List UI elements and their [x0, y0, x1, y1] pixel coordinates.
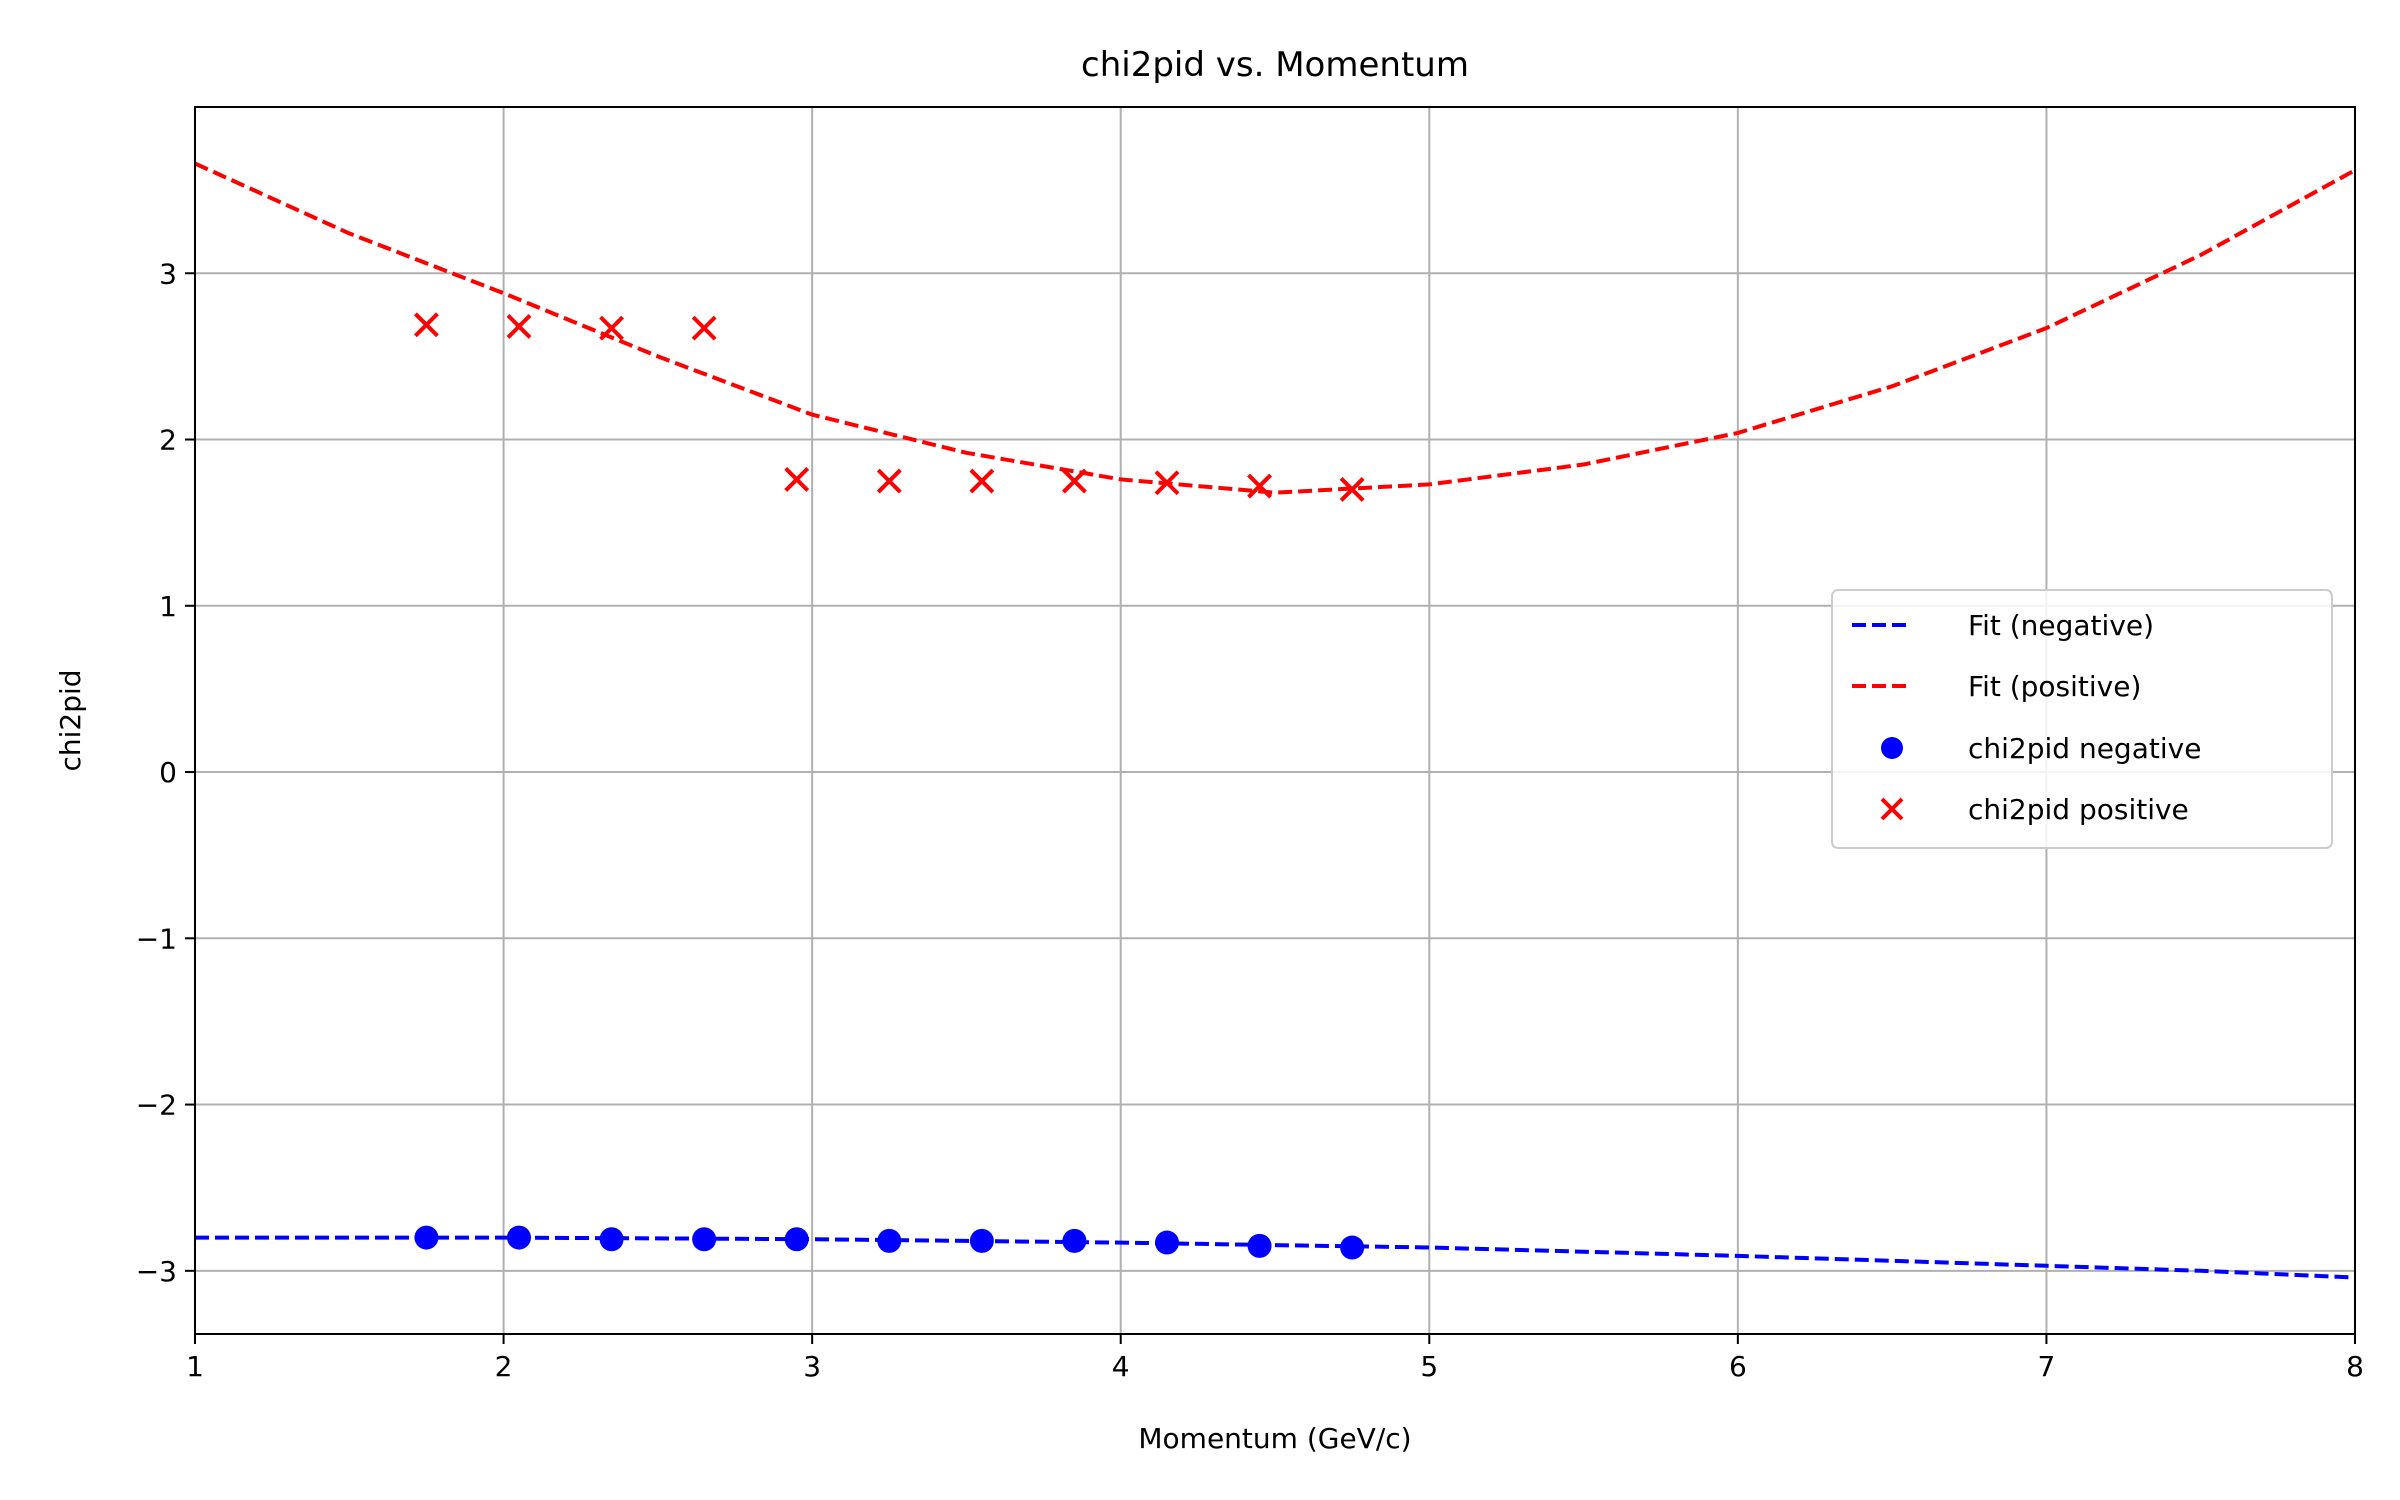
x-tick-label: 2 — [495, 1350, 513, 1383]
y-tick-label: 3 — [159, 257, 177, 290]
x-axis-label: Momentum (GeV/c) — [1138, 1422, 1411, 1455]
positive-point — [691, 315, 717, 341]
y-axis-label: chi2pid — [54, 669, 87, 771]
legend-swatch-negative-marker — [1881, 737, 1903, 759]
positive-point — [876, 468, 902, 494]
negative-point — [692, 1227, 717, 1252]
x-tick-label: 1 — [186, 1350, 204, 1383]
fit-negative-line — [195, 1235, 2356, 1280]
chart-title: chi2pid vs. Momentum — [1081, 45, 1469, 85]
y-tick-label: −2 — [136, 1089, 177, 1122]
negative-point — [507, 1225, 531, 1250]
fit-positive-line — [194, 161, 2356, 495]
legend-label-fit-positive: Fit (positive) — [1968, 670, 2141, 703]
plot-series — [194, 161, 2356, 1280]
positive-point — [1247, 473, 1272, 499]
legend-box — [1831, 589, 2333, 849]
y-tick-label: 2 — [159, 424, 177, 457]
y-tick-label: −3 — [136, 1255, 177, 1288]
x-tick-label: 7 — [2038, 1350, 2056, 1383]
legend: Fit (negative) Fit (positive) chi2pid ne… — [1831, 589, 2333, 849]
negative-point — [414, 1225, 439, 1250]
x-tick-label: 5 — [1420, 1350, 1438, 1383]
negative-point — [1340, 1235, 1365, 1260]
positive-point — [784, 467, 810, 492]
y-tick-label: 1 — [159, 590, 177, 623]
x-tick-label: 6 — [1729, 1350, 1747, 1383]
plot-frame — [194, 106, 2356, 1335]
negative-point — [784, 1227, 809, 1252]
axes: 1 2 3 4 5 6 7 8 −3 −2 −1 0 1 2 3 — [136, 257, 2364, 1383]
negative-point — [1062, 1228, 1087, 1253]
negative-point — [1155, 1230, 1179, 1255]
y-tick-label: −1 — [136, 922, 177, 955]
legend-label-fit-negative: Fit (negative) — [1968, 609, 2154, 642]
negative-point — [877, 1228, 902, 1253]
positive-point — [506, 314, 532, 339]
positive-point — [969, 468, 995, 494]
positive-point — [414, 312, 439, 338]
negative-point — [599, 1227, 624, 1252]
positive-point — [1062, 468, 1087, 494]
positive-point — [1339, 476, 1365, 502]
positive-point — [1154, 470, 1180, 496]
positive-point — [599, 315, 624, 341]
negative-point — [969, 1228, 994, 1253]
x-tick-label: 3 — [803, 1350, 821, 1383]
y-tick-label: 0 — [159, 756, 177, 789]
legend-swatch-positive-marker — [1880, 797, 1904, 821]
legend-label-negative-points: chi2pid negative — [1968, 732, 2201, 765]
x-tick-label: 4 — [1112, 1350, 1130, 1383]
x-tick-label: 8 — [2346, 1350, 2364, 1383]
legend-label-positive-points: chi2pid positive — [1968, 793, 2189, 826]
negative-point — [1247, 1233, 1272, 1258]
